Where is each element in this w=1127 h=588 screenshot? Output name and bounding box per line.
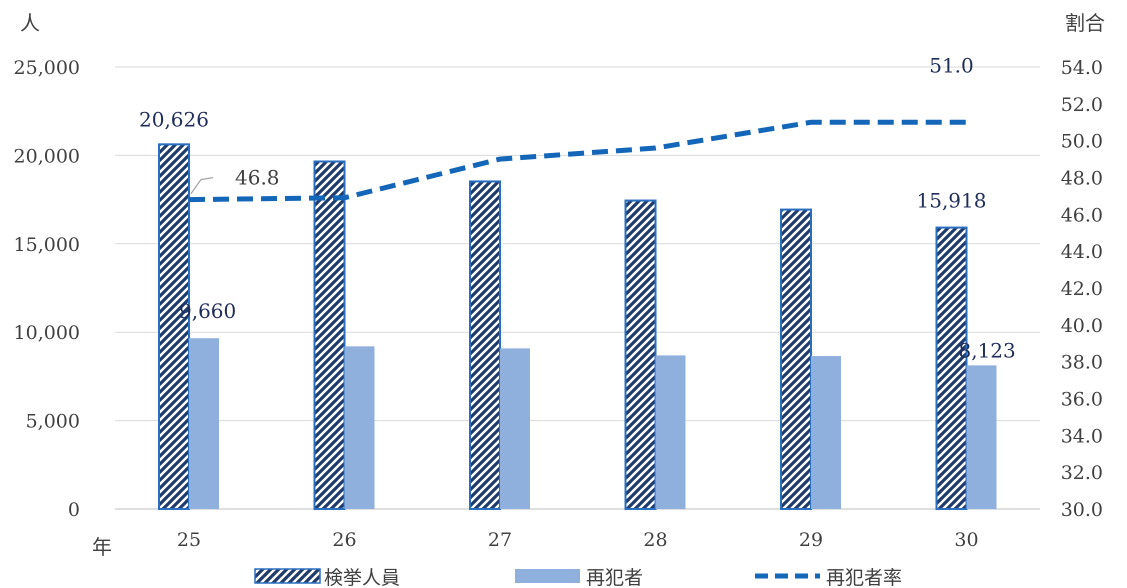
data-label-repeat-offenders: 8,123	[959, 338, 1016, 362]
x-tick-label: 25	[177, 529, 201, 551]
bar-arrests	[935, 226, 968, 510]
x-tick-label: 28	[643, 529, 667, 551]
x-tick-label: 26	[332, 529, 356, 551]
gridlines	[115, 66, 1040, 510]
bar-repeat-offenders	[500, 348, 530, 509]
legend-swatch-hatched-bar	[254, 568, 321, 584]
bar-arrests	[469, 180, 501, 510]
right-tick-label: 44.0	[1061, 241, 1103, 263]
left-tick-label: 25,000	[14, 57, 80, 79]
data-labels: 20,626 15,918 9,660 8,123 46.8 51.0	[139, 53, 1016, 362]
legend: 検挙人員 再犯者 再犯者率	[254, 567, 902, 588]
rate-line	[188, 119, 967, 203]
bar-arrests	[624, 199, 657, 510]
legend-swatch-solid-bar	[515, 569, 580, 583]
right-tick-label: 34.0	[1061, 425, 1103, 447]
left-axis-unit: 人	[20, 11, 40, 35]
data-label-arrests: 15,918	[917, 189, 987, 213]
right-tick-label: 32.0	[1061, 462, 1103, 484]
x-axis-unit: 年	[92, 535, 112, 559]
left-tick-label: 0	[68, 499, 80, 521]
axis-ticks: 0 5,000 10,000 15,000 20,000 25,000 30.0 32.0 34…	[14, 57, 1103, 551]
bar-arrests	[780, 208, 812, 510]
legend-label-repeat-rate: 再犯者率	[826, 567, 902, 588]
bars	[158, 143, 997, 511]
right-tick-label: 50.0	[1061, 131, 1103, 153]
right-tick-label: 36.0	[1061, 389, 1103, 411]
bar-repeat-offenders	[811, 356, 841, 509]
legend-label-repeat-offenders: 再犯者	[586, 567, 643, 588]
data-label-rate: 46.8	[235, 166, 280, 190]
bar-repeat-offenders	[655, 355, 686, 509]
data-label-rate: 51.0	[929, 53, 974, 77]
right-tick-label: 52.0	[1061, 94, 1103, 116]
line-repeat-rate	[188, 119, 967, 203]
left-tick-label: 20,000	[14, 145, 80, 167]
leader-line	[190, 177, 214, 194]
bar-arrests	[313, 160, 346, 510]
left-tick-label: 15,000	[14, 234, 80, 256]
legend-label-arrests: 検挙人員	[324, 567, 400, 588]
right-tick-label: 48.0	[1061, 168, 1103, 190]
left-tick-label: 5,000	[26, 411, 80, 433]
right-tick-label: 40.0	[1061, 315, 1103, 337]
right-axis-unit: 割合	[1065, 11, 1105, 35]
bar-arrests	[158, 143, 190, 511]
right-tick-label: 30.0	[1061, 499, 1103, 521]
x-tick-label: 30	[954, 529, 978, 551]
right-tick-label: 54.0	[1061, 57, 1103, 79]
data-label-arrests: 20,626	[139, 107, 209, 131]
bar-repeat-offenders	[344, 346, 375, 509]
right-tick-label: 38.0	[1061, 352, 1103, 374]
right-tick-label: 46.0	[1061, 204, 1103, 226]
x-tick-label: 29	[799, 529, 823, 551]
data-label-repeat-offenders: 9,660	[179, 299, 236, 323]
x-tick-label: 27	[488, 529, 512, 551]
right-tick-label: 42.0	[1061, 278, 1103, 300]
bar-repeat-offenders	[966, 365, 997, 509]
bar-repeat-offenders	[189, 338, 219, 509]
left-tick-label: 10,000	[14, 322, 80, 344]
